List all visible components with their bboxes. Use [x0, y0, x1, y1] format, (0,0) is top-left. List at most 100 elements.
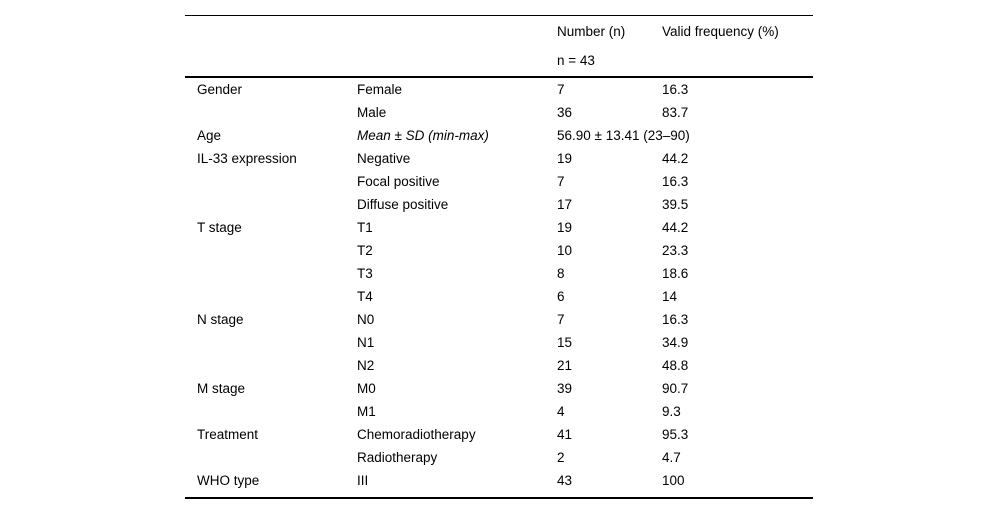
cell-number: 10	[557, 243, 573, 258]
cell-label: N2	[357, 358, 375, 373]
cell-category	[185, 170, 357, 193]
cell-number: 15	[557, 335, 573, 350]
table-row: T4 6 14	[185, 285, 813, 308]
cell-category: Treatment	[197, 427, 259, 442]
table-row: N1 15 34.9	[185, 331, 813, 354]
cell-frequency: 44.2	[662, 220, 689, 235]
cell-category: Gender	[197, 82, 243, 97]
cell-frequency: 4.7	[662, 450, 681, 465]
cell-category: IL-33 expression	[197, 151, 297, 166]
table-row: N2 21 48.8	[185, 354, 813, 377]
cell-number: 7	[557, 82, 565, 97]
header-category	[185, 16, 357, 78]
cell-number: 6	[557, 289, 565, 304]
cell-label: M0	[357, 381, 376, 396]
header-frequency: Valid frequency (%)	[662, 16, 813, 78]
cell-category: N stage	[197, 312, 244, 327]
table-row: IL-33 expression Negative 19 44.2	[185, 147, 813, 170]
table-row: T stage T1 19 44.2	[185, 216, 813, 239]
table-row: T3 8 18.6	[185, 262, 813, 285]
patient-characteristics-table: Number (n) n = 43 Valid frequency (%) Ge…	[185, 15, 813, 499]
table-row: Gender Female 7 16.3	[185, 77, 813, 101]
cell-label: Female	[357, 82, 403, 97]
cell-category	[185, 354, 357, 377]
table-body: Gender Female 7 16.3 Male 36 83.7 Age Mean ± SD …	[185, 77, 813, 492]
cell-category	[185, 239, 357, 262]
cell-number: 7	[557, 174, 565, 189]
cell-frequency: 100	[662, 473, 685, 488]
cell-number: 21	[557, 358, 573, 373]
cell-number: 2	[557, 450, 565, 465]
cell-label: T4	[357, 289, 373, 304]
table-row: Diffuse positive 17 39.5	[185, 193, 813, 216]
cell-frequency: 16.3	[662, 82, 689, 97]
cell-number: 36	[557, 105, 573, 120]
table-header-row: Number (n) n = 43 Valid frequency (%)	[185, 16, 813, 78]
cell-category	[185, 331, 357, 354]
cell-frequency: 16.3	[662, 174, 689, 189]
cell-category: Age	[197, 128, 222, 143]
cell-frequency: 16.3	[662, 312, 689, 327]
cell-label: III	[357, 473, 369, 488]
cell-category: T stage	[197, 220, 242, 235]
cell-label: M1	[357, 404, 376, 419]
cell-frequency: 90.7	[662, 381, 689, 396]
table-row: Radiotherapy 2 4.7	[185, 446, 813, 469]
cell-category	[185, 285, 357, 308]
table-row: N stage N0 7 16.3	[185, 308, 813, 331]
cell-number: 43	[557, 473, 573, 488]
cell-number: 56.90 ± 13.41 (23–90)	[557, 128, 690, 143]
cell-category	[185, 262, 357, 285]
cell-label: Radiotherapy	[357, 450, 438, 465]
cell-label: Chemoradiotherapy	[357, 427, 476, 442]
cell-number: 19	[557, 220, 573, 235]
cell-label: T2	[357, 243, 373, 258]
cell-label: N0	[357, 312, 375, 327]
cell-number: 41	[557, 427, 573, 442]
table-row: WHO type III 43 100	[185, 469, 813, 492]
cell-frequency: 34.9	[662, 335, 689, 350]
cell-number: 4	[557, 404, 565, 419]
cell-frequency: 23.3	[662, 243, 689, 258]
table-row: Treatment Chemoradiotherapy 41 95.3	[185, 423, 813, 446]
cell-frequency: 48.8	[662, 358, 689, 373]
cell-category	[185, 193, 357, 216]
table-row: T2 10 23.3	[185, 239, 813, 262]
cell-frequency: 18.6	[662, 266, 689, 281]
cell-frequency: 39.5	[662, 197, 689, 212]
cell-number: 19	[557, 151, 573, 166]
cell-label: Male	[357, 105, 387, 120]
table-row: M stage M0 39 90.7	[185, 377, 813, 400]
cell-label: Focal positive	[357, 174, 440, 189]
cell-category	[185, 101, 357, 124]
cell-number: 17	[557, 197, 573, 212]
cell-frequency: 9.3	[662, 404, 681, 419]
cell-frequency: 83.7	[662, 105, 689, 120]
cell-frequency: 95.3	[662, 427, 689, 442]
header-number: Number (n) n = 43	[557, 16, 662, 78]
cell-label: T3	[357, 266, 373, 281]
cell-frequency: 44.2	[662, 151, 689, 166]
table-row: M1 4 9.3	[185, 400, 813, 423]
header-number-label: Number (n)	[557, 24, 626, 39]
table-row: Age Mean ± SD (min-max) 56.90 ± 13.41 (23–…	[185, 124, 813, 147]
cell-label: Mean ± SD (min-max)	[357, 128, 489, 143]
cell-number: 39	[557, 381, 573, 396]
cell-category: WHO type	[197, 473, 260, 488]
cell-label: N1	[357, 335, 375, 350]
table-row: Male 36 83.7	[185, 101, 813, 124]
cell-category: M stage	[197, 381, 246, 396]
cell-number: 8	[557, 266, 565, 281]
cell-label: Diffuse positive	[357, 197, 449, 212]
cell-category	[185, 400, 357, 423]
data-table: Number (n) n = 43 Valid frequency (%) Ge…	[185, 16, 813, 492]
table-row: Focal positive 7 16.3	[185, 170, 813, 193]
header-frequency-label: Valid frequency (%)	[662, 24, 779, 39]
cell-frequency: 14	[662, 289, 678, 304]
cell-number: 7	[557, 312, 565, 327]
cell-label: T1	[357, 220, 373, 235]
header-number-sublabel: n = 43	[557, 53, 595, 68]
header-subcategory	[357, 16, 557, 78]
cell-label: Negative	[357, 151, 411, 166]
